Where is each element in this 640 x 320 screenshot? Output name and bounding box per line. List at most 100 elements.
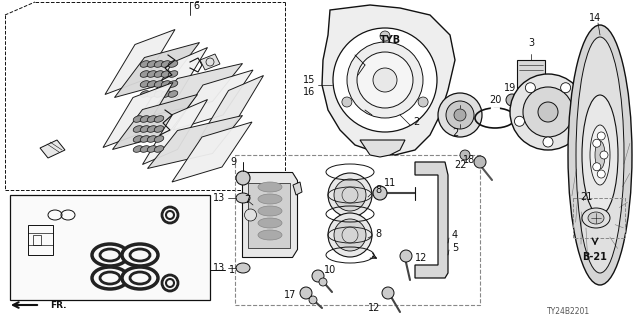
- Ellipse shape: [161, 61, 171, 67]
- Polygon shape: [492, 108, 498, 112]
- Text: 8: 8: [375, 185, 381, 195]
- Ellipse shape: [382, 287, 394, 299]
- Ellipse shape: [582, 95, 618, 215]
- Text: 7: 7: [244, 195, 250, 205]
- Ellipse shape: [593, 163, 601, 171]
- Ellipse shape: [582, 208, 610, 228]
- Text: 13: 13: [212, 193, 225, 203]
- Text: 9: 9: [230, 157, 236, 167]
- Text: 2: 2: [413, 117, 419, 127]
- Ellipse shape: [154, 126, 164, 132]
- Text: 12: 12: [367, 303, 380, 313]
- Ellipse shape: [140, 136, 150, 142]
- Ellipse shape: [258, 182, 282, 192]
- Ellipse shape: [576, 37, 624, 273]
- Ellipse shape: [506, 94, 518, 106]
- Ellipse shape: [347, 42, 423, 118]
- Bar: [235, 155, 480, 305]
- Text: 21: 21: [580, 192, 593, 202]
- Text: 4: 4: [452, 230, 458, 240]
- Ellipse shape: [454, 109, 466, 121]
- Polygon shape: [147, 63, 243, 116]
- Ellipse shape: [147, 61, 157, 67]
- Polygon shape: [147, 116, 243, 169]
- Ellipse shape: [438, 93, 482, 137]
- Ellipse shape: [147, 71, 157, 77]
- Ellipse shape: [147, 81, 157, 87]
- Text: B-21: B-21: [582, 252, 607, 262]
- Ellipse shape: [446, 101, 474, 129]
- Polygon shape: [172, 122, 252, 182]
- Text: 2: 2: [452, 128, 458, 138]
- Ellipse shape: [309, 296, 317, 304]
- Ellipse shape: [168, 91, 178, 97]
- Ellipse shape: [122, 244, 158, 266]
- Ellipse shape: [154, 61, 164, 67]
- Polygon shape: [105, 29, 175, 94]
- Polygon shape: [415, 162, 448, 278]
- Bar: [10, 195, 210, 300]
- Ellipse shape: [130, 249, 150, 261]
- Ellipse shape: [373, 68, 397, 92]
- Polygon shape: [200, 54, 220, 70]
- Ellipse shape: [510, 74, 586, 150]
- Text: 22: 22: [454, 160, 467, 170]
- Ellipse shape: [92, 244, 128, 266]
- Text: 3: 3: [528, 38, 534, 48]
- Polygon shape: [40, 140, 65, 158]
- Text: 10: 10: [324, 265, 336, 275]
- Ellipse shape: [162, 207, 178, 223]
- Ellipse shape: [236, 171, 250, 185]
- Polygon shape: [248, 182, 289, 247]
- Ellipse shape: [236, 193, 250, 203]
- Ellipse shape: [140, 146, 150, 152]
- Ellipse shape: [140, 81, 150, 87]
- Polygon shape: [243, 172, 298, 258]
- Ellipse shape: [595, 141, 605, 169]
- Ellipse shape: [147, 136, 157, 142]
- Text: 11: 11: [384, 178, 396, 188]
- Ellipse shape: [328, 173, 372, 217]
- Ellipse shape: [373, 186, 387, 200]
- Ellipse shape: [154, 146, 164, 152]
- Ellipse shape: [168, 71, 178, 77]
- Text: 16: 16: [303, 87, 315, 97]
- Ellipse shape: [147, 116, 157, 122]
- Polygon shape: [293, 182, 302, 195]
- Ellipse shape: [460, 150, 470, 160]
- Text: 6: 6: [193, 1, 199, 11]
- Ellipse shape: [133, 146, 143, 152]
- Polygon shape: [115, 43, 200, 98]
- Ellipse shape: [258, 218, 282, 228]
- Ellipse shape: [154, 136, 164, 142]
- Text: 18: 18: [463, 155, 475, 165]
- Text: 17: 17: [284, 290, 296, 300]
- Polygon shape: [113, 94, 198, 149]
- Ellipse shape: [474, 156, 486, 168]
- Ellipse shape: [334, 219, 366, 251]
- Ellipse shape: [312, 270, 324, 282]
- Ellipse shape: [561, 83, 571, 93]
- Text: 12: 12: [415, 253, 428, 263]
- Polygon shape: [103, 83, 173, 148]
- Ellipse shape: [357, 52, 413, 108]
- Ellipse shape: [154, 116, 164, 122]
- Polygon shape: [198, 76, 264, 140]
- Text: 20: 20: [489, 95, 501, 105]
- Ellipse shape: [162, 275, 178, 291]
- Ellipse shape: [154, 91, 164, 97]
- Ellipse shape: [597, 132, 605, 140]
- Ellipse shape: [140, 126, 150, 132]
- Ellipse shape: [140, 91, 150, 97]
- Bar: [573, 198, 625, 238]
- Text: FR.: FR.: [50, 300, 67, 309]
- Text: 1: 1: [229, 265, 235, 275]
- Ellipse shape: [319, 278, 327, 286]
- Ellipse shape: [342, 97, 352, 107]
- Ellipse shape: [515, 116, 524, 126]
- Ellipse shape: [133, 126, 143, 132]
- Ellipse shape: [236, 263, 250, 273]
- Polygon shape: [322, 5, 455, 155]
- Polygon shape: [173, 70, 253, 130]
- Text: 13: 13: [212, 263, 225, 273]
